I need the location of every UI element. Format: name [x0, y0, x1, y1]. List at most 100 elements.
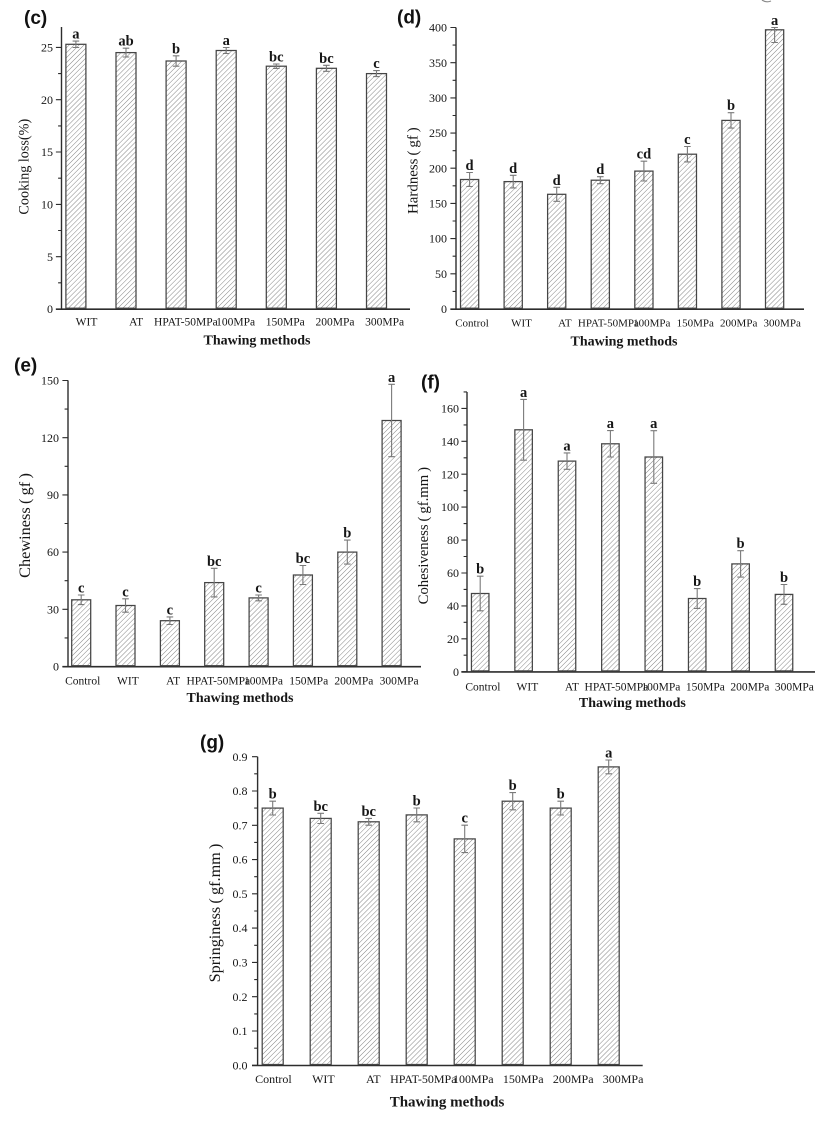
svg-text:0.4: 0.4: [233, 921, 248, 935]
svg-text:60: 60: [447, 566, 459, 580]
svg-text:90: 90: [47, 488, 59, 502]
svg-text:d: d: [553, 173, 561, 189]
svg-text:WIT: WIT: [517, 682, 539, 694]
svg-text:a: a: [520, 385, 528, 401]
svg-text:150MPa: 150MPa: [677, 318, 714, 330]
svg-text:80: 80: [447, 533, 459, 547]
svg-text:100: 100: [441, 500, 459, 514]
svg-text:250: 250: [429, 126, 447, 140]
svg-text:50: 50: [435, 267, 447, 281]
svg-text:10: 10: [41, 198, 53, 212]
svg-text:150MPa: 150MPa: [503, 1072, 544, 1086]
svg-text:Springiness ( gf.mm ): Springiness ( gf.mm ): [206, 844, 224, 983]
svg-text:200MPa: 200MPa: [334, 676, 373, 688]
svg-text:HPAT-50MPa: HPAT-50MPa: [578, 318, 639, 330]
svg-text:Thawing methods: Thawing methods: [579, 696, 687, 711]
svg-text:140: 140: [441, 434, 459, 448]
svg-text:150MPa: 150MPa: [289, 676, 328, 688]
svg-text:120: 120: [41, 431, 59, 445]
svg-text:b: b: [693, 574, 701, 590]
svg-text:b: b: [557, 787, 565, 803]
svg-text:100: 100: [429, 232, 447, 246]
svg-text:Hardness ( gf ): Hardness ( gf ): [406, 127, 422, 214]
svg-text:Thawing methods: Thawing methods: [187, 691, 295, 706]
svg-text:cd: cd: [637, 147, 652, 163]
svg-text:Control: Control: [65, 676, 100, 688]
svg-text:100MPa: 100MPa: [216, 317, 255, 329]
svg-text:40: 40: [447, 599, 459, 613]
svg-text:150MPa: 150MPa: [686, 682, 725, 694]
svg-text:(c): (c): [24, 8, 47, 29]
svg-text:200MPa: 200MPa: [316, 317, 355, 329]
svg-text:20: 20: [447, 632, 459, 646]
svg-text:400: 400: [429, 21, 447, 35]
svg-text:c: c: [684, 132, 691, 148]
svg-text:c: c: [167, 602, 174, 618]
svg-text:bc: bc: [296, 551, 311, 567]
svg-text:a: a: [607, 416, 615, 432]
svg-text:Chewiness ( gf ): Chewiness ( gf ): [15, 473, 34, 578]
svg-text:b: b: [780, 570, 788, 586]
svg-text:WIT: WIT: [511, 318, 532, 330]
svg-text:150: 150: [429, 197, 447, 211]
svg-text:5: 5: [47, 250, 53, 264]
svg-text:100MPa: 100MPa: [633, 318, 670, 330]
svg-text:0.1: 0.1: [233, 1024, 248, 1038]
svg-text:Thawing methods: Thawing methods: [571, 335, 679, 350]
svg-text:WIT: WIT: [312, 1072, 335, 1086]
svg-text:0.3: 0.3: [233, 956, 248, 970]
svg-text:0.0: 0.0: [233, 1058, 248, 1072]
svg-text:0: 0: [53, 660, 59, 674]
svg-text:AT: AT: [129, 317, 143, 329]
svg-text:(f): (f): [421, 372, 440, 393]
svg-text:(d): (d): [397, 8, 421, 29]
svg-text:b: b: [269, 787, 277, 803]
svg-text:0.2: 0.2: [233, 990, 248, 1004]
svg-text:0.8: 0.8: [233, 784, 248, 798]
svg-text:Cohesiveness ( gf.mm ): Cohesiveness ( gf.mm ): [416, 467, 432, 604]
svg-text:HPAT-50MPa: HPAT-50MPa: [585, 682, 649, 694]
svg-text:c: c: [122, 584, 129, 600]
svg-text:bc: bc: [319, 51, 334, 67]
svg-text:160: 160: [441, 402, 459, 416]
svg-text:300: 300: [429, 91, 447, 105]
svg-text:AT: AT: [166, 676, 180, 688]
svg-text:a: a: [771, 13, 779, 29]
svg-text:d: d: [466, 158, 474, 174]
svg-text:25: 25: [41, 41, 53, 55]
svg-text:0: 0: [441, 302, 447, 316]
svg-text:a: a: [605, 746, 613, 762]
svg-text:d: d: [596, 162, 604, 178]
svg-text:HPAT-50MPa: HPAT-50MPa: [186, 676, 250, 688]
svg-text:Control: Control: [255, 1072, 292, 1086]
svg-text:Control: Control: [455, 318, 489, 330]
svg-text:0: 0: [453, 665, 459, 679]
svg-text:bc: bc: [269, 50, 284, 66]
svg-text:b: b: [343, 526, 351, 542]
svg-text:AT: AT: [565, 682, 579, 694]
svg-text:200: 200: [429, 161, 447, 175]
svg-text:AT: AT: [558, 318, 572, 330]
svg-text:30: 30: [47, 602, 59, 616]
svg-text:100MPa: 100MPa: [244, 676, 283, 688]
svg-text:a: a: [223, 33, 231, 49]
svg-text:150: 150: [41, 374, 59, 388]
svg-text:WIT: WIT: [117, 676, 139, 688]
svg-text:WIT: WIT: [76, 317, 98, 329]
svg-text:b: b: [727, 98, 735, 114]
svg-text:200MPa: 200MPa: [720, 318, 757, 330]
svg-text:(e): (e): [14, 356, 37, 377]
svg-text:bc: bc: [207, 554, 222, 570]
svg-text:AT: AT: [366, 1072, 381, 1086]
svg-text:0.5: 0.5: [233, 887, 248, 901]
svg-text:a: a: [388, 370, 396, 386]
svg-text:bc: bc: [361, 804, 376, 820]
svg-text:c: c: [78, 581, 85, 597]
svg-text:300MPa: 300MPa: [775, 682, 814, 694]
svg-text:150MPa: 150MPa: [266, 317, 305, 329]
svg-text:Thawing methods: Thawing methods: [204, 334, 312, 349]
svg-text:HPAT-50MPa: HPAT-50MPa: [390, 1072, 457, 1086]
svg-text:c: c: [373, 56, 380, 72]
svg-text:0.7: 0.7: [233, 818, 248, 832]
svg-text:300MPa: 300MPa: [764, 318, 801, 330]
